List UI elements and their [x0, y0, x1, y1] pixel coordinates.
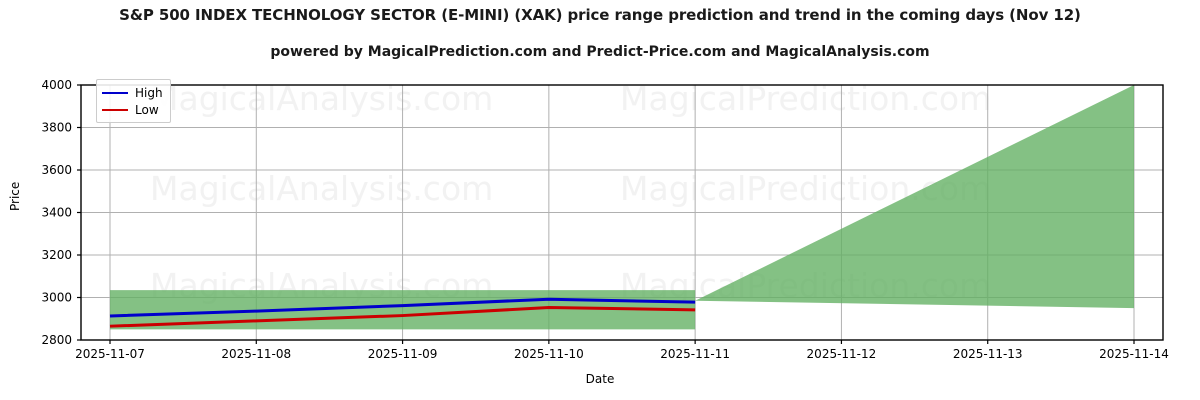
x-tick-label: 2025-11-10	[514, 347, 584, 361]
legend-label-high: High	[135, 85, 163, 100]
watermark-text: MagicalAnalysis.com	[150, 169, 493, 208]
x-axis-label: Date	[585, 372, 615, 386]
y-tick-label: 3400	[41, 206, 72, 220]
y-tick-labels: 2800 3000 3200 3400 3600 3800 4000	[41, 78, 72, 347]
legend-swatch-high	[102, 91, 128, 94]
x-tick-label: 2025-11-08	[221, 347, 291, 361]
x-tick-label: 2025-11-11	[660, 347, 730, 361]
y-tick-label: 3000	[41, 291, 72, 305]
series-line-low	[109, 305, 696, 328]
x-tick-label: 2025-11-07	[75, 347, 145, 361]
legend-item-high[interactable]: High	[102, 84, 163, 101]
chart-subtitle: powered by MagicalPrediction.com and Pre…	[270, 44, 930, 60]
legend-label-low: Low	[135, 102, 159, 117]
forecast-cone-band	[695, 85, 1134, 309]
x-tick-label: 2025-11-09	[368, 347, 438, 361]
watermark-text: MagicalAnalysis.com	[150, 79, 493, 118]
x-tick-label: 2025-11-14	[1099, 347, 1169, 361]
page-title: S&P 500 INDEX TECHNOLOGY SECTOR (E-MINI)…	[119, 6, 1081, 24]
y-tick-label: 2800	[41, 333, 72, 347]
x-tick-label: 2025-11-12	[807, 347, 877, 361]
x-tick-labels: 2025-11-07 2025-11-08 2025-11-09 2025-11-10…	[75, 347, 1169, 361]
watermark-text: MagicalPrediction.com	[620, 79, 991, 118]
legend-item-low[interactable]: Low	[102, 101, 163, 118]
chart-legend: High Low	[96, 79, 171, 123]
y-tick-label: 3200	[41, 248, 72, 262]
y-tick-label: 4000	[41, 78, 72, 92]
y-tick-label: 3600	[41, 163, 72, 177]
y-tick-label: 3800	[41, 121, 72, 135]
legend-swatch-low	[102, 108, 128, 111]
series-lines	[109, 297, 696, 328]
series-line-high	[109, 297, 696, 318]
x-tick-label: 2025-11-13	[953, 347, 1023, 361]
axis-ticks	[77, 84, 1135, 344]
